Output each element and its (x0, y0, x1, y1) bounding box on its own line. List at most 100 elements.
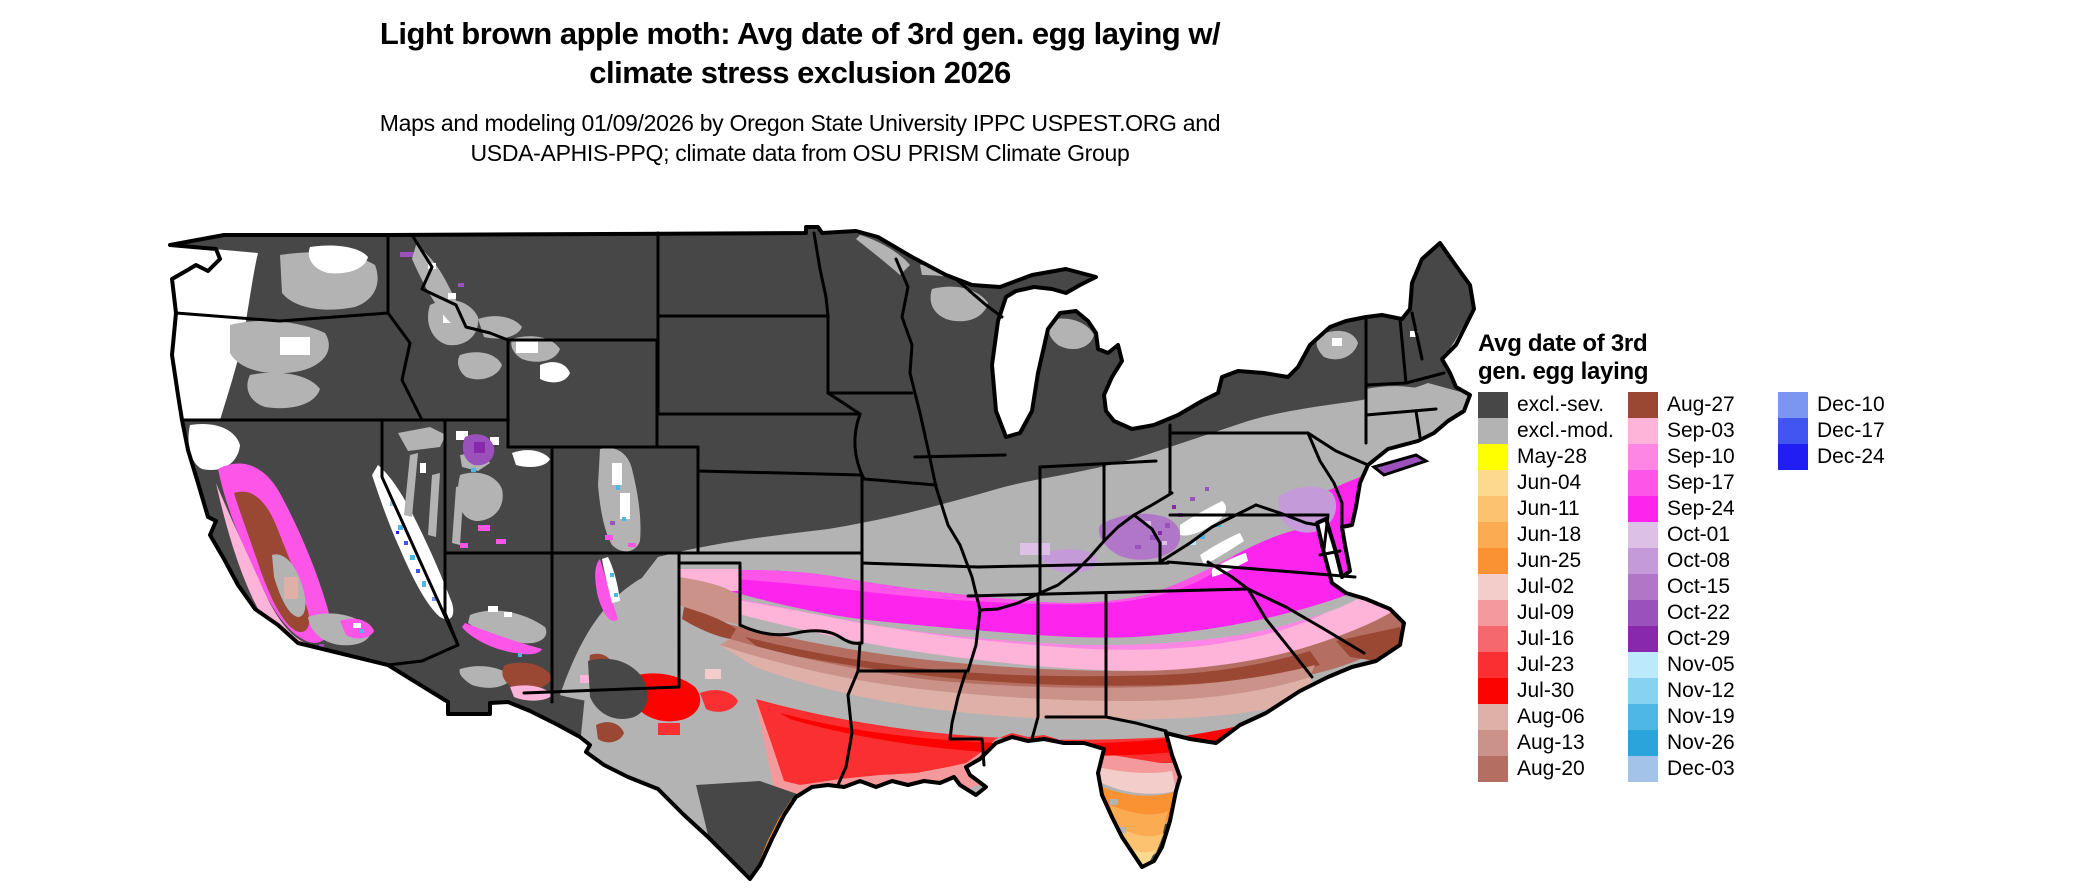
legend-label: Nov-26 (1667, 731, 1735, 754)
legend-swatch (1628, 392, 1658, 418)
legend-title-line-2: gen. egg laying (1478, 358, 1649, 385)
zone-ut-gray (457, 472, 503, 521)
zone-co-gray (598, 447, 641, 552)
zone-ne-wa-white (308, 245, 368, 274)
legend-item: Jun-25 (1478, 548, 1628, 574)
us-map-svg (168, 225, 1476, 881)
speck-co-cyan-1 (616, 485, 620, 490)
legend-swatch (1478, 496, 1508, 522)
state-borders (174, 231, 1446, 787)
legend-swatch (1478, 652, 1508, 678)
legend-label: Sep-03 (1667, 419, 1735, 442)
legend-item: Dec-17 (1778, 418, 1928, 444)
speck-nh-white (1410, 331, 1418, 337)
legend-label: Jun-04 (1517, 471, 1582, 494)
legend-swatch (1628, 626, 1658, 652)
legend-label: May-28 (1517, 445, 1588, 468)
zone-red-band (756, 699, 1318, 785)
legend-item: Aug-27 (1628, 392, 1778, 418)
legend-swatch (1628, 730, 1658, 756)
speck-co-magenta-2 (628, 543, 636, 547)
legend-column-3: Dec-10 Dec-17 Dec-24 (1778, 392, 1928, 470)
legend-swatch (1478, 704, 1508, 730)
zone-fl-keys-yellow (1106, 868, 1150, 879)
legend-swatch (1628, 444, 1658, 470)
speck-fl-gray-2 (1118, 827, 1126, 833)
speck-az-white-2 (504, 612, 512, 617)
zone-ctx-red-1 (630, 673, 701, 722)
zone-yellowstone-white (516, 341, 538, 353)
zone-enm-gray (638, 584, 679, 648)
legend-item: Nov-12 (1628, 678, 1778, 704)
legend-item: Jul-09 (1478, 600, 1628, 626)
subtitle-line-1: Maps and modeling 01/09/2026 by Oregon S… (379, 110, 1221, 136)
legend-item: Aug-06 (1478, 704, 1628, 730)
zone-magenta-band (700, 524, 1400, 638)
legend-item: Nov-26 (1628, 730, 1778, 756)
legend-swatch (1628, 756, 1658, 782)
legend-item: Jul-16 (1478, 626, 1628, 652)
legend-label: excl.-sev. (1517, 393, 1605, 416)
legend-item: Sep-03 (1628, 418, 1778, 444)
title-line-1: Light brown apple moth: Avg date of 3rd … (379, 16, 1221, 51)
legend-swatch (1628, 522, 1658, 548)
header: Light brown apple moth: Avg date of 3rd … (100, 14, 1500, 168)
speck-sd-pink-2 (326, 654, 332, 658)
legend-item: Oct-08 (1628, 548, 1778, 574)
legend-label: Dec-24 (1817, 445, 1885, 468)
legend-label: Oct-29 (1667, 627, 1731, 650)
speck-nv-white (420, 463, 426, 473)
legend-label: Sep-10 (1667, 445, 1735, 468)
legend-item: Dec-24 (1778, 444, 1928, 470)
zone-mi-north-gray (1048, 318, 1094, 350)
legend-item: May-28 (1478, 444, 1628, 470)
zone-socal-magenta (340, 618, 374, 639)
legend-item: Nov-05 (1628, 652, 1778, 678)
speck-fl-gray-1 (1110, 799, 1118, 805)
zone-app-white-2 (1200, 533, 1244, 565)
zone-wasatch-purple-dark (474, 442, 485, 453)
legend-swatch (1778, 418, 1808, 444)
speck-sd-pink-1 (310, 649, 318, 654)
legend-label: Nov-05 (1667, 653, 1735, 676)
zone-co-white-1 (612, 463, 622, 485)
speck-co-cyan-2 (622, 517, 626, 521)
legend-swatch (1628, 704, 1658, 730)
legend-swatch (1628, 678, 1658, 704)
legend-item: Jul-02 (1478, 574, 1628, 600)
conus-outline (168, 225, 1476, 881)
legend-swatch (1478, 730, 1508, 756)
sierra-nov-dec-specks (390, 501, 436, 601)
legend-item: Sep-17 (1628, 470, 1778, 496)
long-island (1370, 453, 1430, 477)
legend-label: Oct-15 (1667, 575, 1731, 598)
legend-swatch (1478, 548, 1508, 574)
zone-red-core (780, 713, 1280, 756)
speck-adk-white (1332, 338, 1342, 346)
legend-label: Oct-08 (1667, 549, 1731, 572)
legend-item: Aug-20 (1478, 756, 1628, 782)
zone-nm-magenta-strip (595, 559, 618, 621)
legend-item: Jul-23 (1478, 652, 1628, 678)
legend-label: Sep-17 (1667, 471, 1735, 494)
zone-windriver-white (540, 362, 570, 383)
speck-co-purple (610, 521, 615, 525)
legend-item: excl.-sev. (1478, 392, 1628, 418)
speck-mt-purple (458, 283, 464, 287)
zone-saz-gray (459, 666, 512, 688)
speck-az-cyan (518, 653, 522, 657)
speck-az-white-1 (488, 606, 498, 612)
legend-swatch (1628, 574, 1658, 600)
legend-label: excl.-mod. (1517, 419, 1614, 442)
legend-label: Dec-10 (1817, 393, 1885, 416)
zone-pnw-white (170, 245, 258, 420)
legend-title: Avg date of 3rd gen. egg laying (1478, 330, 1898, 386)
speck-wasatch-white-1 (456, 431, 468, 440)
zone-uintas-white (512, 450, 550, 467)
zone-seaz-brown (502, 662, 552, 690)
speck-nm-cyan-2 (614, 593, 618, 597)
legend-item: Sep-24 (1628, 496, 1778, 522)
zone-az-magenta-fringe (462, 623, 542, 655)
legend-item: Dec-03 (1628, 756, 1778, 782)
legend-item: Oct-15 (1628, 574, 1778, 600)
